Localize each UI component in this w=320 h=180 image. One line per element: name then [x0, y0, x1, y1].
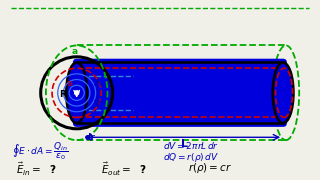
Text: a: a [72, 47, 78, 56]
Text: $\oint E \cdot dA = \dfrac{Q_{in}}{\varepsilon_0}$: $\oint E \cdot dA = \dfrac{Q_{in}}{\vare… [12, 140, 69, 162]
Text: $dQ = r(\rho)\,dV$: $dQ = r(\rho)\,dV$ [163, 152, 219, 165]
Text: $dV = 2\pi rL\, dr$: $dV = 2\pi rL\, dr$ [163, 140, 219, 151]
Ellipse shape [66, 62, 87, 123]
Text: R: R [59, 90, 66, 99]
Ellipse shape [273, 62, 293, 123]
Text: ia: ia [67, 79, 74, 88]
Text: $\vec{E}_{in}=$  ?: $\vec{E}_{in}=$ ? [16, 161, 57, 178]
Text: dr: dr [84, 132, 95, 141]
Circle shape [74, 90, 79, 95]
Text: $r(\rho) = cr$: $r(\rho) = cr$ [188, 161, 233, 175]
Text: L: L [181, 139, 188, 149]
FancyBboxPatch shape [73, 59, 287, 127]
Text: $\vec{E}_{out}=$  ?: $\vec{E}_{out}=$ ? [101, 161, 148, 178]
